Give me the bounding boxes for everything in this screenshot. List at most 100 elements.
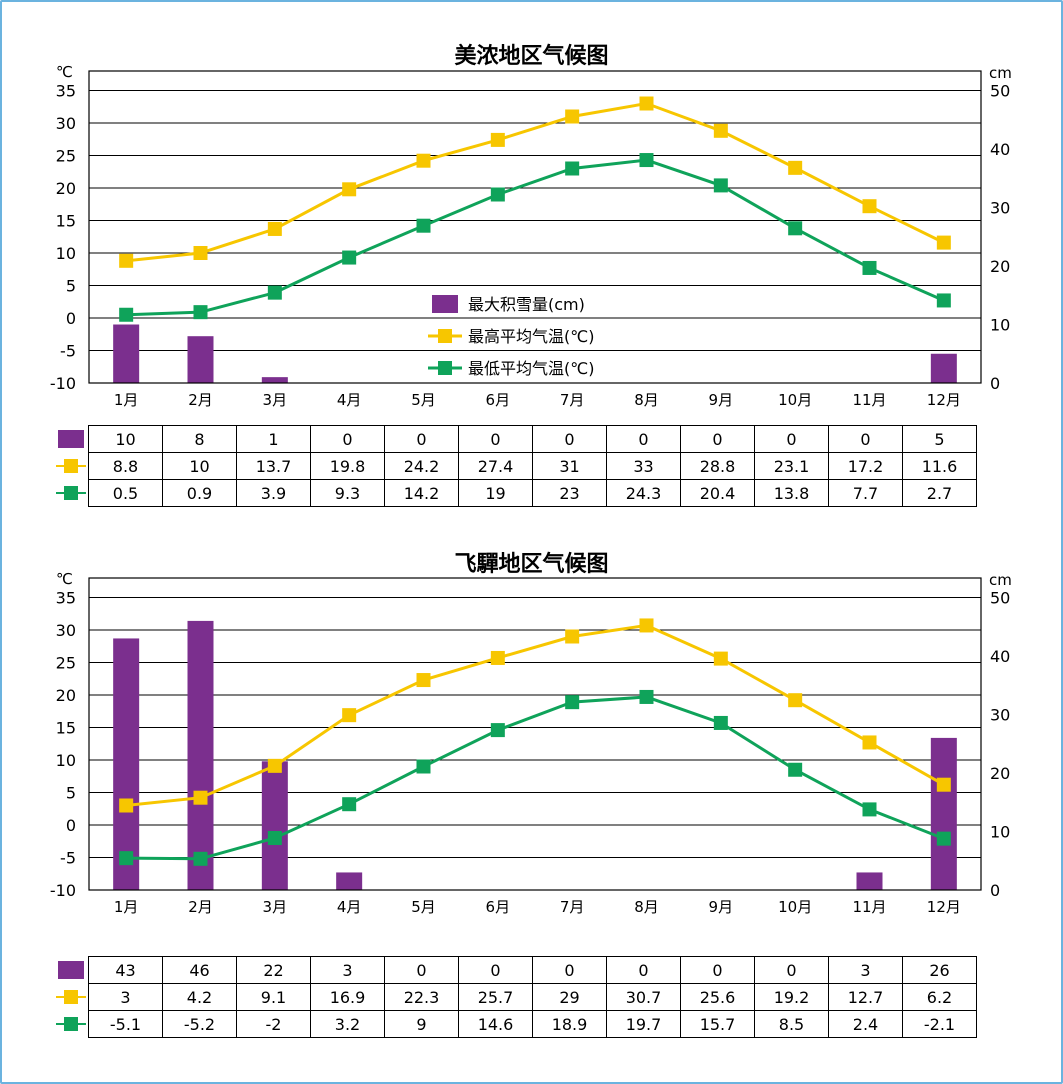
low-temp-point [862, 802, 877, 817]
legend-label-high: 最高平均气温(℃) [468, 327, 594, 346]
table-row-snow: 10 8 1 0 0 0 0 0 0 0 0 5 [54, 425, 977, 453]
snow-bar [336, 872, 363, 890]
legend-key-high [54, 453, 89, 480]
left-tick-label: 30 [56, 114, 76, 133]
table-cell: 14.2 [384, 479, 459, 507]
table-cell: 16.9 [310, 983, 385, 1011]
right-tick-label: 30 [990, 706, 1010, 725]
month-label: 1月 [114, 391, 139, 409]
left-tick-label: 5 [66, 277, 76, 296]
high-temp-point [788, 693, 803, 708]
right-tick-label: 20 [990, 764, 1010, 783]
left-tick-label: 20 [56, 686, 76, 705]
table-cell: 10 [162, 452, 237, 480]
table-cell: 20.4 [680, 479, 755, 507]
table-cell: -2.1 [902, 1010, 977, 1038]
high-temp-line [126, 101, 945, 263]
table-cell: 0 [532, 956, 607, 984]
table-cell: 6.2 [902, 983, 977, 1011]
table-cell: 7.7 [828, 479, 903, 507]
low-temp-line [126, 695, 945, 861]
month-label: 8月 [634, 391, 659, 409]
snow-bar [930, 737, 957, 890]
left-tick-label: 20 [56, 179, 76, 198]
low-temp-point [788, 762, 803, 777]
high-temp-point [713, 651, 728, 666]
left-tick-label: -10 [50, 881, 76, 900]
table-cell: 9.1 [236, 983, 311, 1011]
low-temp-point [119, 851, 134, 866]
legend-marker-high [438, 329, 452, 343]
plot-frame [88, 70, 982, 384]
high-temp-point [119, 253, 134, 268]
table-cell: 0 [458, 956, 533, 984]
legend-key-low [54, 1011, 89, 1038]
table-cell: 0.5 [88, 479, 163, 507]
high-temp-point [267, 221, 282, 236]
table-cell: 3.2 [310, 1010, 385, 1038]
table-cell: 0 [680, 425, 755, 453]
table-cell: 12.7 [828, 983, 903, 1011]
table-cell: 30.7 [606, 983, 681, 1011]
low-temp-point [267, 831, 282, 845]
snow-bar [261, 761, 288, 890]
high-temp-point [713, 123, 728, 138]
legend-key-snow [54, 957, 89, 984]
left-tick-label: 5 [66, 784, 76, 803]
table-cell: 43 [88, 956, 163, 984]
legend-key-low [54, 480, 89, 507]
high-temp-point [490, 132, 505, 147]
high-temp-point [862, 199, 877, 214]
table-cell: 22.3 [384, 983, 459, 1011]
table-row-low: 0.5 0.9 3.9 9.3 14.2 19 23 24.3 20.4 13.8 7.7 2.7 [54, 479, 977, 507]
table-cell: 15.7 [680, 1010, 755, 1038]
month-label: 3月 [263, 898, 288, 916]
legend-swatch-snow [432, 295, 458, 313]
month-label: 2月 [188, 391, 213, 409]
table-cell: 23 [532, 479, 607, 507]
month-label: 11月 [852, 391, 886, 409]
table-cell: 19.2 [754, 983, 829, 1011]
table-cell: 24.3 [606, 479, 681, 507]
high-temp-point [342, 182, 357, 197]
low-temp-point [936, 293, 951, 308]
left-unit-label: ℃ [56, 63, 73, 81]
high-temp-point [193, 790, 208, 805]
left-tick-label: -10 [50, 374, 76, 393]
table-cell: 29 [532, 983, 607, 1011]
table-cell: 3 [828, 956, 903, 984]
table-cell: 10 [88, 425, 163, 453]
right-tick-label: 50 [990, 589, 1010, 608]
right-unit-label: cm [989, 64, 1012, 82]
table-cell: 0 [532, 425, 607, 453]
month-label: 4月 [337, 391, 362, 409]
table-row-high: 3 4.2 9.1 16.9 22.3 25.7 29 30.7 25.6 19.2 12.7 6.2 [54, 983, 977, 1011]
left-tick-label: -5 [60, 849, 76, 868]
low-temp-point [788, 221, 803, 236]
low-temp-point [936, 831, 951, 846]
left-tick-label: 25 [56, 147, 76, 166]
chart-title-mino: 美浓地区气候图 [454, 44, 609, 69]
month-label: 8月 [634, 898, 659, 916]
low-temp-point [342, 250, 357, 265]
left-tick-label: 30 [56, 621, 76, 640]
table-row-high: 8.8 10 13.7 19.8 24.2 27.4 31 33 28.8 23.1 17.2 11.… [54, 452, 977, 480]
data-table-hida: 43 46 22 3 0 0 0 0 0 0 3 26 3 4.2 9.1 16.9 22.3 25.7 29 30… [54, 956, 977, 1038]
month-label: 5月 [411, 391, 436, 409]
high-temp-point [639, 96, 654, 111]
low-temp-point [565, 161, 580, 176]
low-temp-point [416, 218, 431, 233]
low-temp-point [713, 715, 728, 730]
low-temp-point [565, 695, 580, 710]
table-cell: 0 [680, 956, 755, 984]
month-label: 6月 [486, 391, 511, 409]
table-row-snow: 43 46 22 3 0 0 0 0 0 0 3 26 [54, 956, 977, 984]
table-cell: 11.6 [902, 452, 977, 480]
high-temp-point [267, 758, 282, 773]
high-temp-point [788, 160, 803, 175]
month-label: 10月 [778, 391, 812, 409]
low-temp-point [267, 285, 282, 300]
table-cell: -5.2 [162, 1010, 237, 1038]
high-temp-point [936, 777, 951, 792]
